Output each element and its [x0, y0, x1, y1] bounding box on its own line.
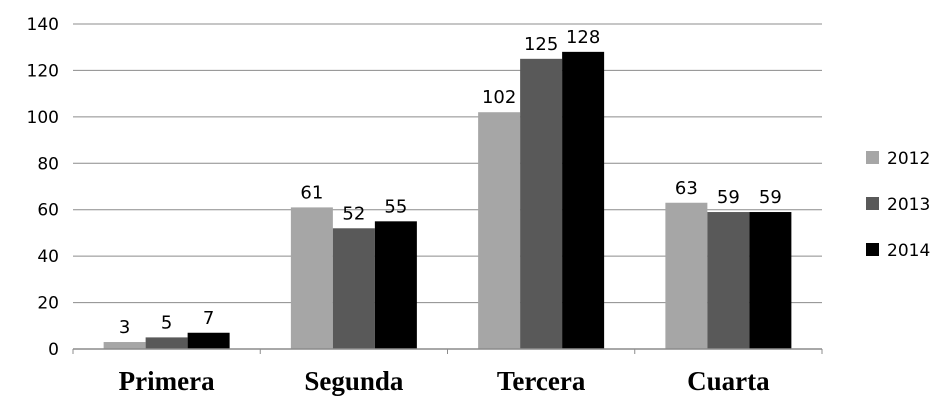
- legend-swatch-2013: [866, 197, 879, 210]
- data-label-cuarta-2014: 59: [759, 187, 782, 208]
- y-tick-label: 40: [37, 247, 59, 267]
- data-label-tercera-2013: 125: [524, 34, 558, 55]
- data-label-cuarta-2012: 63: [675, 178, 698, 199]
- data-label-primera-2014: 7: [203, 308, 214, 329]
- y-axis-tick-labels: 0 20 40 60 80 100 120 140: [27, 15, 59, 360]
- category-label-tercera: Tercera: [497, 366, 586, 396]
- y-tick-label: 120: [27, 61, 59, 81]
- category-label-primera: Primera: [119, 366, 215, 396]
- bar-tercera-2012: [478, 112, 521, 349]
- y-tick-label: 0: [48, 340, 59, 360]
- bar-primera-2012: [103, 342, 146, 349]
- category-label-cuarta: Cuarta: [687, 366, 770, 396]
- data-labels: 3 5 7 61 52 55 102 125 128 63 59 59: [119, 27, 782, 338]
- category-label-segunda: Segunda: [304, 366, 404, 396]
- legend-label-2012: 2012: [887, 149, 930, 169]
- y-tick-label: 140: [27, 15, 59, 35]
- legend: 2012 2013 2014: [866, 149, 930, 261]
- y-tick-label: 80: [37, 154, 59, 174]
- bar-cuarta-2012: [665, 202, 708, 349]
- data-label-segunda-2012: 61: [300, 182, 323, 203]
- bar-segunda-2012: [290, 207, 333, 349]
- bar-tercera-2014: [562, 51, 605, 349]
- data-label-primera-2012: 3: [119, 317, 130, 338]
- legend-label-2014: 2014: [887, 241, 930, 261]
- y-tick-label: 20: [37, 294, 59, 314]
- data-label-segunda-2013: 52: [342, 203, 365, 224]
- data-label-tercera-2012: 102: [482, 87, 516, 108]
- data-label-segunda-2014: 55: [384, 196, 407, 217]
- x-axis: [72, 348, 823, 354]
- bar-primera-2013: [145, 337, 188, 349]
- legend-swatch-2014: [866, 243, 879, 256]
- data-label-tercera-2014: 128: [566, 27, 600, 48]
- bar-primera-2014: [187, 332, 230, 349]
- bar-segunda-2013: [332, 228, 375, 349]
- legend-swatch-2012: [866, 151, 879, 164]
- bars: [103, 51, 792, 349]
- legend-label-2013: 2013: [887, 195, 930, 215]
- data-label-primera-2013: 5: [161, 312, 172, 333]
- y-tick-label: 60: [37, 201, 59, 221]
- data-label-cuarta-2013: 59: [717, 187, 740, 208]
- bar-tercera-2013: [520, 58, 563, 349]
- bar-cuarta-2014: [749, 212, 792, 349]
- bar-segunda-2014: [374, 221, 417, 349]
- bar-cuarta-2013: [707, 212, 750, 349]
- gridlines: [73, 23, 822, 304]
- x-axis-category-labels: Primera Segunda Tercera Cuarta: [119, 366, 770, 396]
- y-tick-label: 100: [27, 108, 59, 128]
